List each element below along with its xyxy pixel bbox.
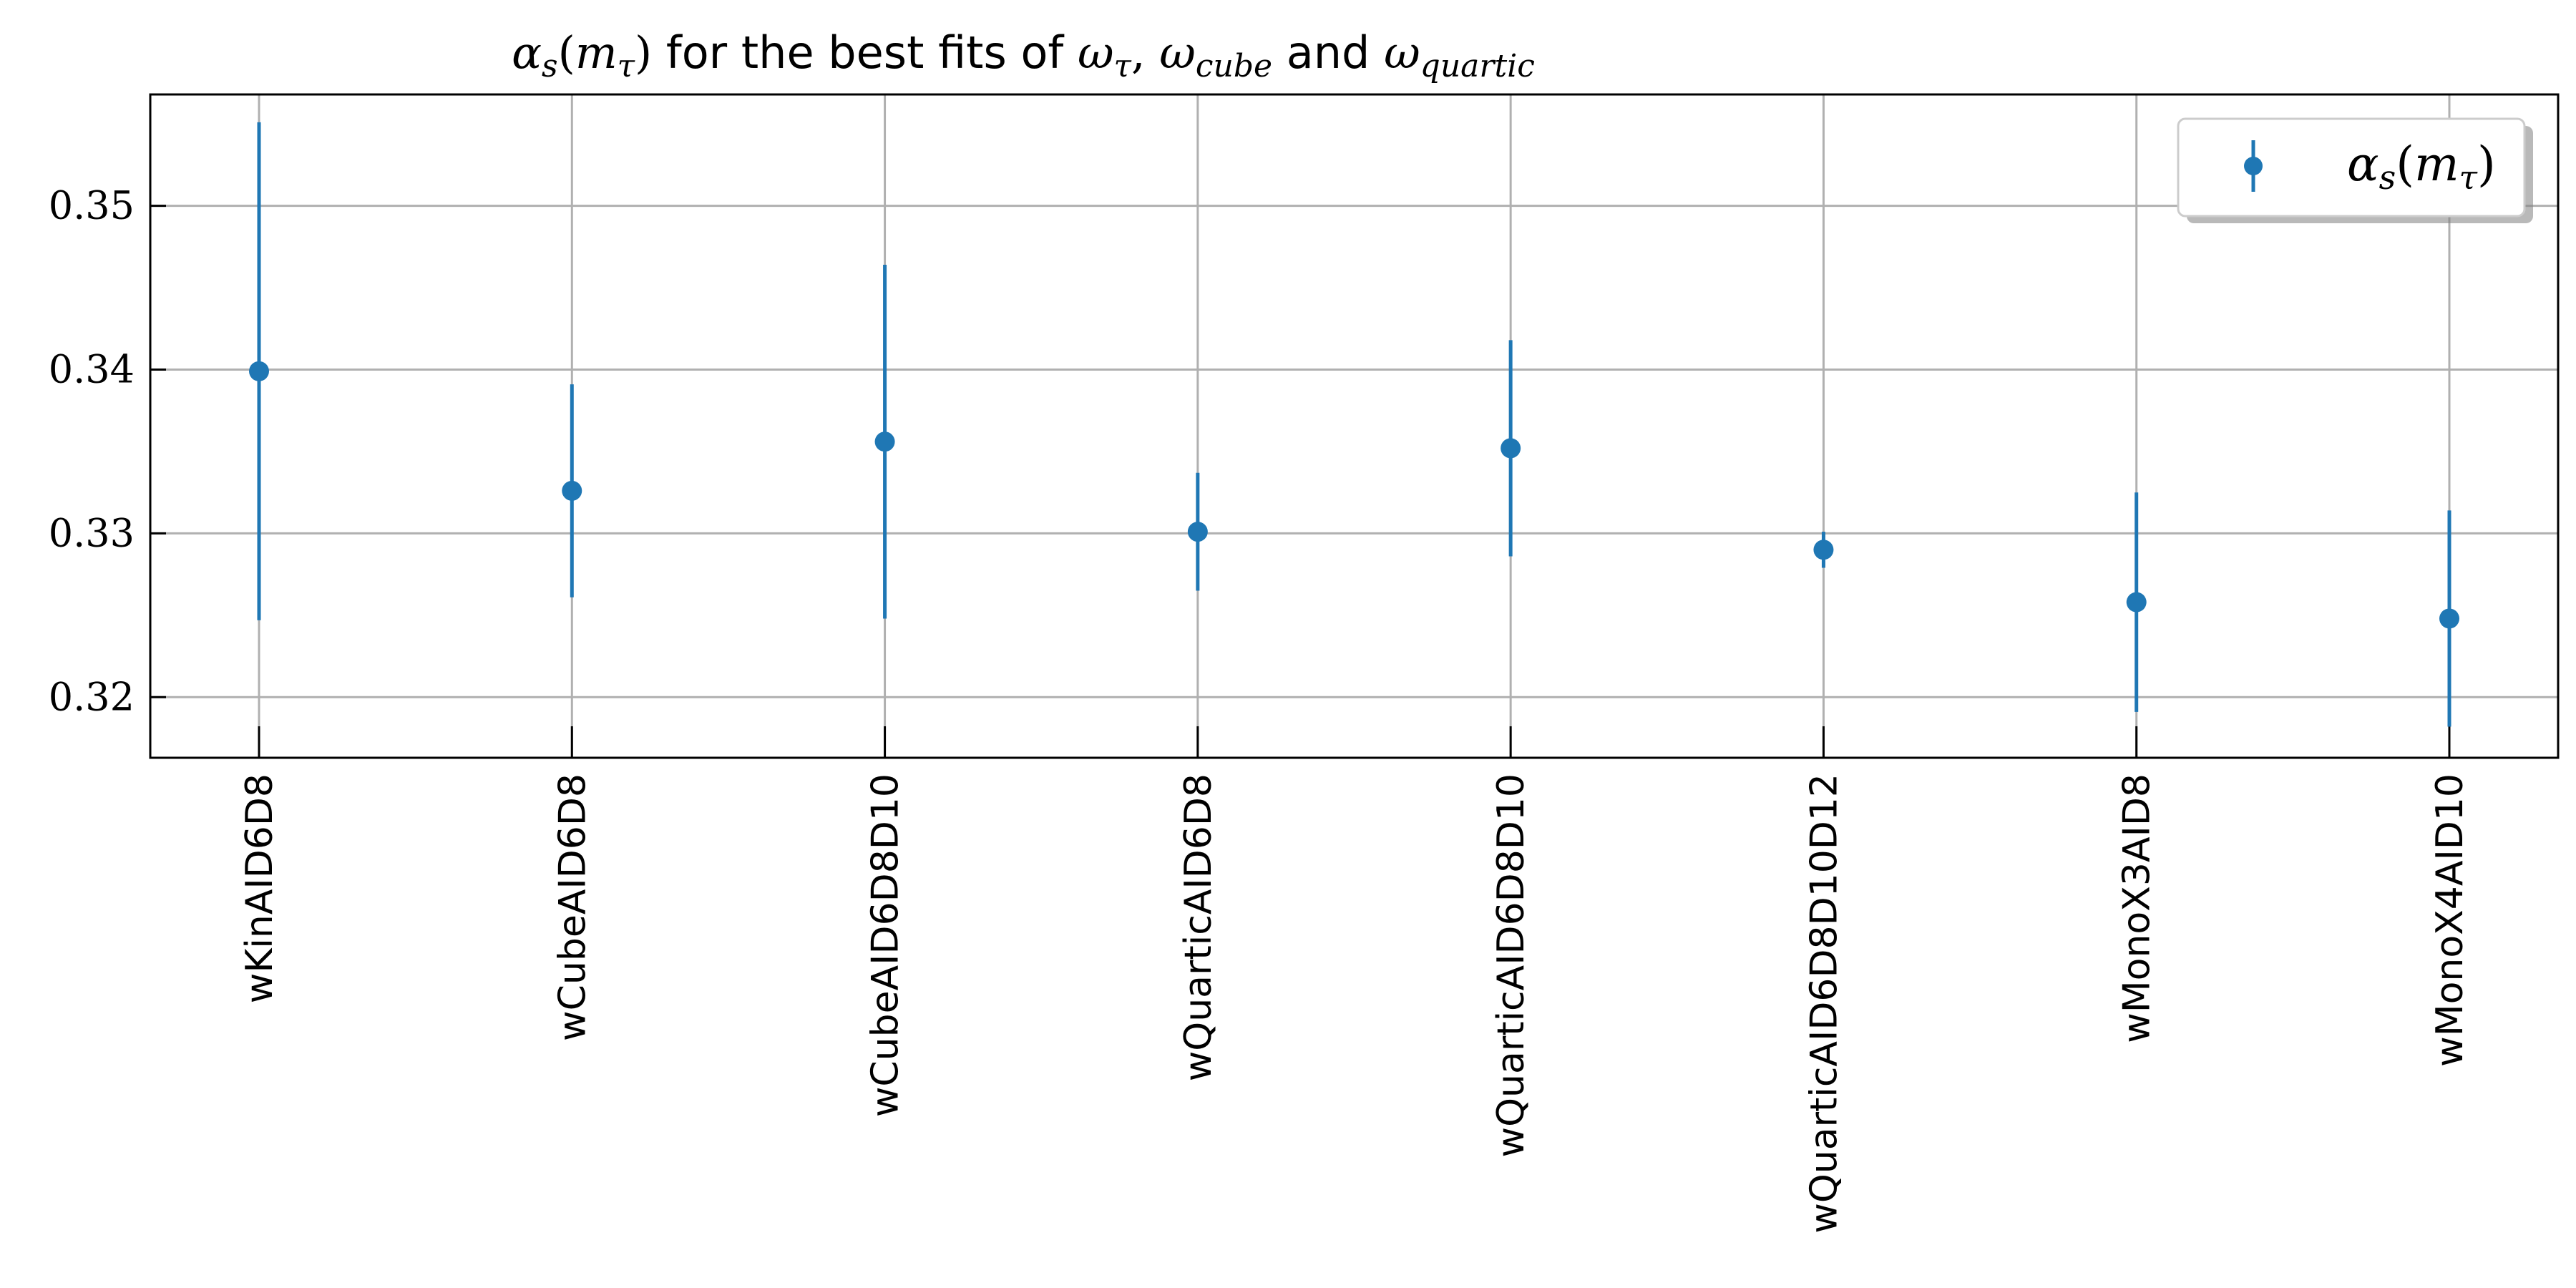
y-axis-ticks: 0.32 0.33 0.34 0.35: [49, 183, 166, 719]
plot-frame: [149, 93, 2560, 759]
x-tick-label: wMonoX4AID10: [2429, 774, 2472, 1067]
y-tick-label: 0.33: [49, 510, 135, 555]
x-tick-label: wCubeAID6D8D10: [864, 774, 907, 1117]
data-point: [2439, 608, 2459, 629]
x-tick-label: wQuarticAID6D8D10: [1490, 774, 1533, 1157]
data-point: [1813, 540, 1834, 560]
y-tick-label: 0.35: [49, 183, 135, 228]
x-axis-ticks: wKinAID6D8 wCubeAID6D8 wCubeAID6D8D10 wQuar…: [238, 726, 2472, 1234]
data-point: [562, 480, 582, 501]
chart-title: αs(mτ) for the best fits of ωτ, ωcube an…: [512, 26, 1535, 84]
legend-marker: [2244, 157, 2263, 175]
y-tick-label: 0.34: [49, 347, 135, 392]
legend: αs(mτ): [2177, 117, 2533, 223]
data-point: [1501, 438, 1521, 459]
legend-label: αs(mτ): [2347, 137, 2496, 197]
x-tick-label: wQuarticAID6D8: [1177, 774, 1220, 1081]
x-tick-label: wCubeAID6D8: [551, 774, 594, 1041]
x-tick-label: wMonoX3AID8: [2116, 774, 2159, 1043]
legend-box: [2177, 117, 2526, 218]
data-point: [1187, 522, 1208, 542]
data-point: [2126, 592, 2147, 613]
data-point: [874, 431, 895, 452]
x-tick-label: wKinAID6D8: [238, 774, 281, 1003]
series-alpha-s: [249, 122, 2459, 727]
data-point: [249, 361, 269, 381]
y-tick-label: 0.32: [49, 674, 135, 719]
x-tick-label: wQuarticAID6D8D10D12: [1802, 774, 1845, 1234]
